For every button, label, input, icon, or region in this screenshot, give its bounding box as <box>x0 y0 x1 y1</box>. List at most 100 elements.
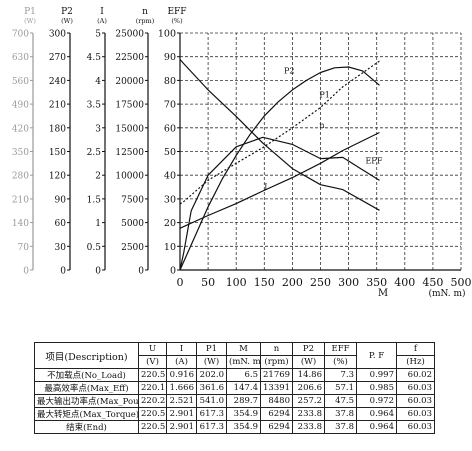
y-tick-label: 5 <box>95 30 101 40</box>
header-cell: P. F <box>356 342 397 369</box>
header-cell: f <box>396 342 435 356</box>
header-cell: I <box>166 342 197 356</box>
y-tick-label: 12500 <box>115 148 144 158</box>
y-tick-label: 270 <box>49 53 66 63</box>
y-tick-label: 150 <box>49 148 66 158</box>
x-tick-label: 50 <box>201 276 215 289</box>
table-cell: 8480 <box>260 394 293 408</box>
curve-label-i: I <box>264 182 267 191</box>
y-tick-label: 3.5 <box>87 101 102 111</box>
y-tick-label: 1 <box>95 219 101 229</box>
table-cell: 14.86 <box>292 368 325 382</box>
table-cell: 13391 <box>260 381 293 395</box>
table-row: 最大输出功率点(Max_Pout) 220.2 2.521 541.0 289.7 848… <box>34 394 435 408</box>
table-cell: 6294 <box>260 407 293 421</box>
table-cell: 57.1 <box>324 381 357 395</box>
unit-cell: (V) <box>138 355 167 369</box>
table-cell: 47.5 <box>324 394 357 408</box>
table-cell: 60.03 <box>396 381 435 395</box>
table-cell: 233.8 <box>292 420 325 434</box>
y-tick-label: 70 <box>164 100 176 111</box>
axis-name-p1: P1 <box>24 7 36 17</box>
table-cell: 220.2 <box>138 394 167 408</box>
y-tick-label: 2 <box>95 172 101 182</box>
table-cell: 6294 <box>260 420 293 434</box>
y-tick-label: 30 <box>164 194 176 205</box>
y-tick-label: 630 <box>12 53 29 63</box>
y-tick-label: 3 <box>95 124 101 134</box>
y-tick-label: 1.5 <box>87 195 102 205</box>
header-cell: M <box>226 342 261 356</box>
table-cell: 0.964 <box>356 407 397 421</box>
y-tick-label: 560 <box>12 77 29 87</box>
table-cell: 21769 <box>260 368 293 382</box>
y-tick-label: 60 <box>55 219 67 229</box>
series-line-p2 <box>179 66 380 271</box>
y-tick-label: 10000 <box>115 172 144 182</box>
y-tick-label: 300 <box>49 30 66 40</box>
performance-table-wrap: 项目(Description) U I P1 M n P2 EFF P. F f… <box>34 342 435 434</box>
axis-unit-n: (rpm) <box>136 17 155 25</box>
table-cell: 0.964 <box>356 420 397 434</box>
y-tick-label: 0 <box>60 267 66 277</box>
axis-name-n: n <box>142 7 148 17</box>
y-tick-label: 120 <box>49 172 66 182</box>
table-cell: 60.03 <box>396 420 435 434</box>
y-tick-label: 70 <box>18 243 30 253</box>
table-cell: 354.9 <box>226 420 261 434</box>
row-label: 最高效率点(Max_Eff) <box>34 381 139 395</box>
table-cell: 617.3 <box>196 420 227 434</box>
axis-name-i: I <box>100 7 104 17</box>
x-tick-label: 350 <box>366 276 387 289</box>
table-cell: 220.5 <box>138 368 167 382</box>
y-tick-label: 0 <box>95 267 101 277</box>
header-cell: P1 <box>196 342 227 356</box>
y-tick-label: 90 <box>55 195 67 205</box>
x-axis-unit: (mN. m) <box>428 288 465 299</box>
table-cell: 0.997 <box>356 368 397 382</box>
x-tick-label: 450 <box>422 276 443 289</box>
table-unit-row: (V) (A) (W) (mN. m) (rpm) (W) (%) (Hz) <box>35 355 435 369</box>
y-tick-label: 4 <box>95 77 101 87</box>
y-tick-label: 90 <box>164 52 176 63</box>
series-line-i <box>179 131 380 229</box>
table-cell: 289.7 <box>226 394 261 408</box>
table-cell: 37.8 <box>324 420 357 434</box>
table-cell: 2.901 <box>166 407 197 421</box>
unit-cell: (Hz) <box>396 355 435 369</box>
table-cell: 233.8 <box>292 407 325 421</box>
y-tick-label: 350 <box>12 148 29 158</box>
unit-cell: (W) <box>292 355 325 369</box>
table-cell: 6.5 <box>226 368 261 382</box>
y-tick-label: 210 <box>12 195 29 205</box>
y-tick-label: 700 <box>12 30 29 40</box>
y-tick-label: 15000 <box>115 124 144 134</box>
y-tick-label: 240 <box>49 77 66 87</box>
y-tick-label: 40 <box>164 171 176 182</box>
table-cell: 220.5 <box>138 420 167 434</box>
y-tick-label: 0.5 <box>87 243 102 253</box>
header-description: 项目(Description) <box>34 342 139 369</box>
row-label: 结束(End) <box>34 420 139 434</box>
y-tick-label: 4.5 <box>87 53 102 63</box>
axis-unit-p1: (W) <box>24 17 36 25</box>
y-tick-label: 100 <box>158 29 176 40</box>
row-label: 最大转矩点(Max_Torque) <box>34 407 139 421</box>
y-tick-label: 210 <box>49 101 66 111</box>
table-cell: 354.9 <box>226 407 261 421</box>
y-tick-label: 17500 <box>115 101 144 111</box>
y-tick-label: 80 <box>164 76 176 87</box>
table-cell: 0.985 <box>356 381 397 395</box>
y-tick-label: 180 <box>49 124 66 134</box>
table-cell: 60.03 <box>396 394 435 408</box>
curve-label-p2: P2 <box>284 66 294 75</box>
y-tick-label: 280 <box>12 172 29 182</box>
y-tick-label: 10 <box>164 242 176 253</box>
unit-cell: (A) <box>166 355 197 369</box>
header-cell: n <box>260 342 293 356</box>
table-cell: 0.916 <box>166 368 197 382</box>
y-tick-label: 490 <box>12 101 29 111</box>
table-cell: 7.3 <box>324 368 357 382</box>
table-cell: 202.0 <box>196 368 227 382</box>
x-tick-label: 400 <box>394 276 415 289</box>
